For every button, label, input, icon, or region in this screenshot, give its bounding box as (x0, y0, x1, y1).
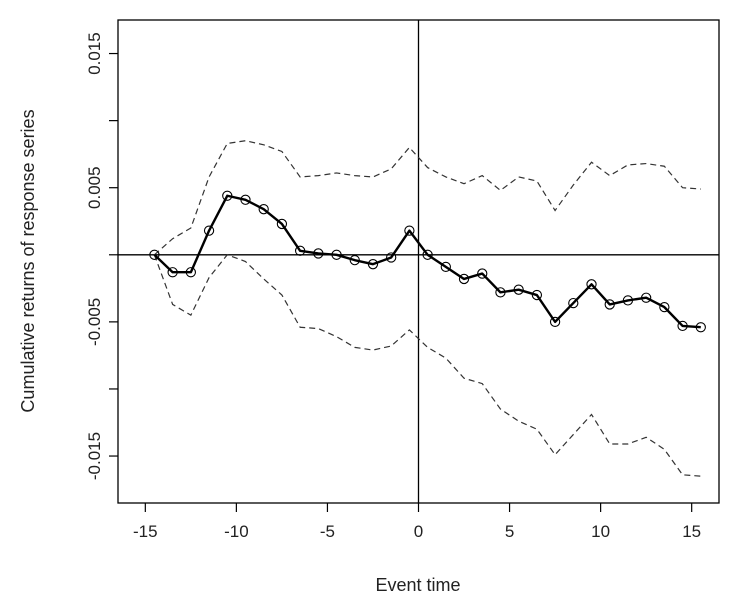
x-axis: -15 -10 -5 0 5 10 15 (133, 503, 701, 541)
estimate-series (149, 190, 706, 333)
data-point (313, 248, 324, 259)
upper-band-line (154, 140, 701, 256)
data-point (440, 261, 451, 273)
y-tick-label: 0.015 (85, 32, 104, 75)
x-tick-label: 5 (505, 522, 514, 541)
data-point (531, 289, 543, 301)
data-point (549, 316, 561, 328)
x-tick-label: -5 (320, 522, 335, 541)
data-point (276, 218, 288, 230)
data-point (331, 249, 342, 260)
data-point (203, 225, 215, 236)
data-point (294, 245, 306, 256)
data-point (240, 194, 251, 205)
lower-band-line (153, 254, 701, 477)
data-point (495, 287, 506, 298)
y-tick-label: -0.005 (85, 298, 104, 346)
y-tick-label: -0.015 (85, 432, 104, 480)
data-point (367, 259, 379, 270)
data-point (695, 322, 706, 333)
data-point (586, 279, 597, 290)
data-point (149, 249, 160, 260)
x-tick-label: -10 (224, 522, 249, 541)
y-axis: -0.015 -0.005 0.005 0.015 (85, 32, 118, 480)
data-point (604, 299, 615, 310)
x-tick-label: 0 (414, 522, 423, 541)
reference-lines (118, 20, 719, 503)
data-point (404, 225, 415, 236)
data-point (641, 292, 652, 303)
data-point (167, 267, 178, 278)
data-point (185, 267, 196, 278)
data-point (422, 249, 433, 260)
data-point (622, 295, 634, 306)
x-axis-title: Event time (375, 575, 460, 595)
y-tick-label: 0.005 (85, 166, 104, 209)
data-point (349, 255, 360, 266)
x-tick-label: 10 (591, 522, 610, 541)
data-point (677, 320, 688, 332)
data-point (458, 273, 470, 285)
data-point (477, 268, 488, 279)
data-point (568, 297, 579, 309)
x-tick-label: 15 (682, 522, 701, 541)
y-axis-title: Cumulative returns of response series (18, 109, 38, 412)
data-point (659, 301, 670, 313)
estimate-line (153, 194, 701, 329)
data-point (513, 284, 524, 295)
data-point (222, 190, 233, 201)
confidence-bands (153, 140, 701, 477)
data-point (386, 252, 397, 263)
x-tick-label: -15 (133, 522, 158, 541)
data-point (258, 204, 269, 215)
